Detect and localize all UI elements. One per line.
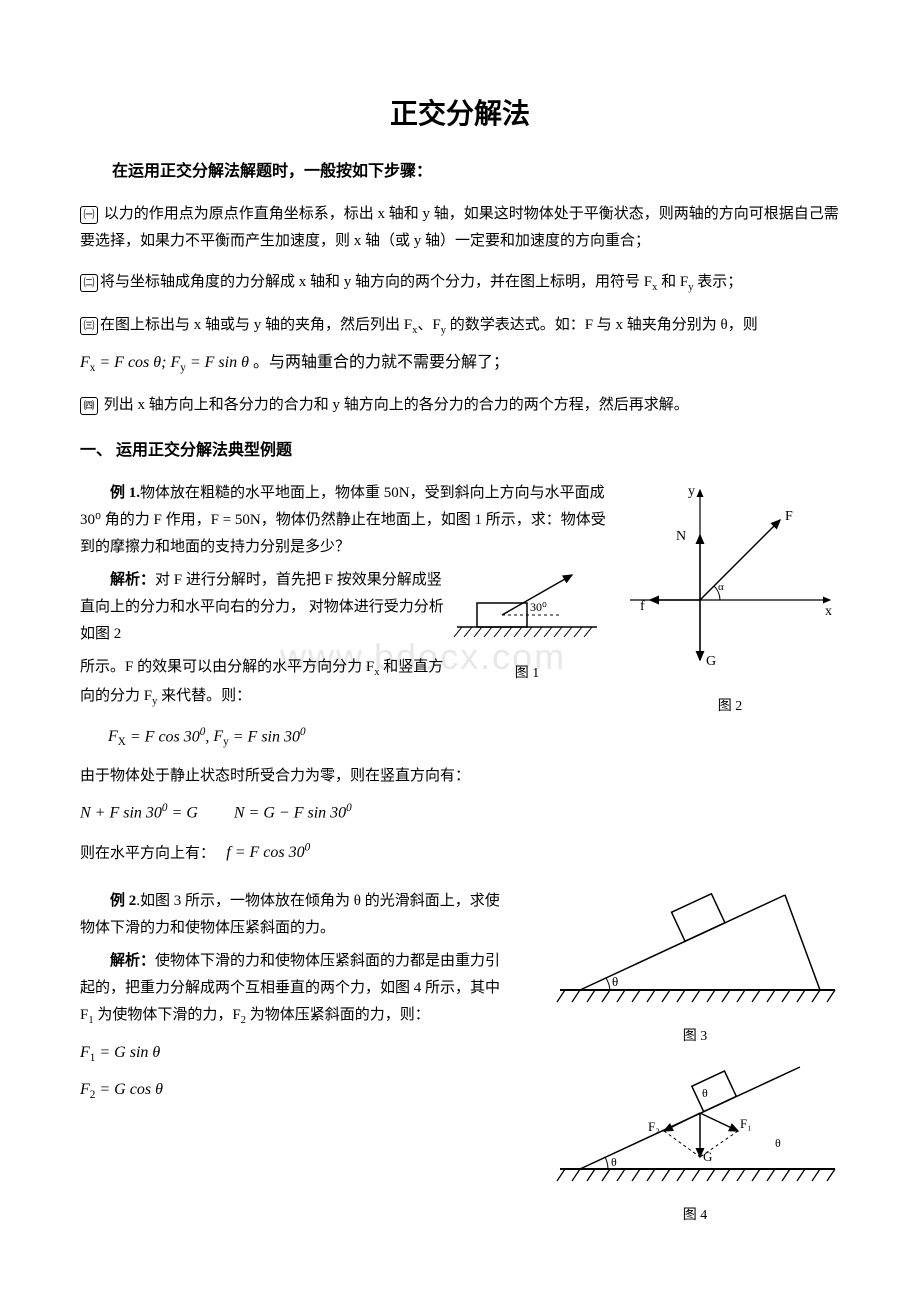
analysis-label: 解析： — [110, 572, 155, 588]
figure-2-caption: 图 2 — [620, 694, 840, 719]
figure-2: y x F N f G α 图 2 — [620, 480, 840, 719]
example-1-text-vertical: 由于物体处于静止状态时所受合力为零，则在竖直方向有： — [80, 763, 840, 790]
step-2-text-a: 将与坐标轴成角度的力分解成 x 轴和 y 轴方向的两个分力，并在图上标明，用符号… — [100, 274, 652, 290]
svg-text:α: α — [718, 581, 724, 593]
example-2-analysis-end: 为物体压紧斜面的力，则： — [246, 1007, 430, 1023]
figures-3-4: θ 图 3 — [550, 880, 840, 1228]
example-1-text-horiz: 则在水平方向上有： f = F cos 300 — [80, 838, 840, 868]
figure-3-caption: 图 3 — [550, 1024, 840, 1049]
document-content: 正交分解法 在运用正交分解法解题时，一般按如下步骤： ㈠ 以力的作用点为原点作直… — [80, 90, 840, 1228]
svg-text:θ: θ — [612, 974, 618, 989]
example-2-label: 例 2 — [110, 893, 136, 909]
example-2-analysis: 解析：使物体下滑的力和使物体压紧斜面的力都是由重力引起的，把重力分解成两个互相垂… — [80, 948, 510, 1031]
step-3-text-b: 、F — [417, 317, 440, 333]
svg-text:θ: θ — [775, 1136, 781, 1150]
figure-1-svg: 30⁰ — [452, 567, 602, 647]
step-1-text: 以力的作用点为原点作直角坐标系，标出 x 轴和 y 轴，如果这时物体处于平衡状态… — [80, 206, 839, 249]
example-1-analysis-2-end: 来代替。则： — [157, 688, 251, 704]
step-3-formula: Fx = F cos θ; Fy = F sin θ 。与两轴重合的力就不需要分… — [80, 349, 840, 378]
example-1-text-horiz-text: 则在水平方向上有： — [80, 845, 215, 861]
figure-4-caption: 图 4 — [550, 1203, 840, 1228]
example-2-problem: 例 2.如图 3 所示，一物体放在倾角为 θ 的光滑斜面上，求使物体下滑的力和使… — [80, 888, 510, 942]
example-1-formula-1: FX = F cos 300, Fy = F sin 300 — [108, 722, 840, 753]
svg-text:N: N — [676, 529, 686, 544]
step-2-text-b: 和 F — [657, 274, 688, 290]
step-3-text-a: 在图上标出与 x 轴或与 y 轴的夹角，然后列出 F — [100, 317, 412, 333]
step-3-text-c: 的数学表达式。如：F 与 x 轴夹角分别为 θ，则 — [446, 317, 758, 333]
page-title: 正交分解法 — [80, 90, 840, 140]
step-4: ㈣ 列出 x 轴方向上和各分力的合力和 y 轴方向上的各分力的合力的两个方程，然… — [80, 392, 840, 419]
step-4-marker: ㈣ — [80, 397, 98, 415]
step-2-marker: ㈡ — [80, 274, 98, 292]
example-1-analysis-2: 所示。F 的效果可以由分解的水平方向分力 Fx 和竖直方向的分力 Fy 来代替。… — [80, 654, 450, 712]
svg-text:y: y — [688, 484, 695, 499]
example-1-label: 例 1. — [110, 485, 140, 501]
step-2-text-c: 表示； — [693, 274, 742, 290]
step-2: ㈡将与坐标轴成角度的力分解成 x 轴和 y 轴方向的两个分力，并在图上标明，用符… — [80, 269, 840, 298]
example-2-analysis-label: 解析： — [110, 953, 155, 969]
example-2-problem-text: .如图 3 所示，一物体放在倾角为 θ 的光滑斜面上，求使物体下滑的力和使物体压… — [80, 893, 500, 936]
step-3-marker: ㈢ — [80, 317, 98, 335]
svg-text:F₂: F₂ — [648, 1119, 660, 1134]
example-1-formula-2: N + F sin 300 = G N = G − F sin 300 — [80, 798, 840, 828]
example-1-problem-text: 物体放在粗糙的水平地面上，物体重 50N，受到斜向上方向与水平面成 30⁰ 角的… — [80, 485, 606, 555]
example-1-analysis-2-pre: 所示。F 的效果可以由分解的水平方向分力 F — [80, 659, 374, 675]
example-1-analysis-1: 解析：对 F 进行分解时，首先把 F 按效果分解成竖直向上的分力和水平向右的分力… — [80, 567, 450, 648]
figure-2-svg: y x F N f G α — [620, 480, 840, 680]
figure-1: 30⁰ 图 1 — [452, 567, 602, 686]
subtitle: 在运用正交分解法解题时，一般按如下步骤： — [80, 158, 840, 187]
step-1-marker: ㈠ — [80, 206, 98, 224]
svg-text:G: G — [706, 654, 716, 669]
svg-text:F: F — [785, 509, 793, 524]
figure-4-svg: θ θ G F₁ F₂ θ — [550, 1049, 840, 1189]
step-1: ㈠ 以力的作用点为原点作直角坐标系，标出 x 轴和 y 轴，如果这时物体处于平衡… — [80, 201, 840, 255]
figure-3-svg: θ — [550, 880, 840, 1010]
svg-text:30⁰: 30⁰ — [530, 600, 547, 614]
svg-text:F₁: F₁ — [740, 1116, 752, 1131]
step-3: ㈢在图上标出与 x 轴或与 y 轴的夹角，然后列出 Fx、Fy 的数学表达式。如… — [80, 312, 840, 378]
svg-text:f: f — [640, 599, 645, 614]
figure-1-caption: 图 1 — [452, 661, 602, 686]
step-3-tail: 。与两轴重合的力就不需要分解了； — [253, 354, 509, 371]
svg-text:θ: θ — [611, 1155, 617, 1169]
section-header: 一、 运用正交分解法典型例题 — [80, 437, 840, 466]
example-2-analysis-mid: 为使物体下滑的力，F — [94, 1007, 241, 1023]
svg-text:x: x — [825, 604, 832, 619]
svg-text:θ: θ — [702, 1086, 708, 1100]
step-4-text: 列出 x 轴方向上和各分力的合力和 y 轴方向上的各分力的合力的两个方程，然后再… — [104, 397, 689, 413]
sub-x: x — [374, 667, 379, 678]
